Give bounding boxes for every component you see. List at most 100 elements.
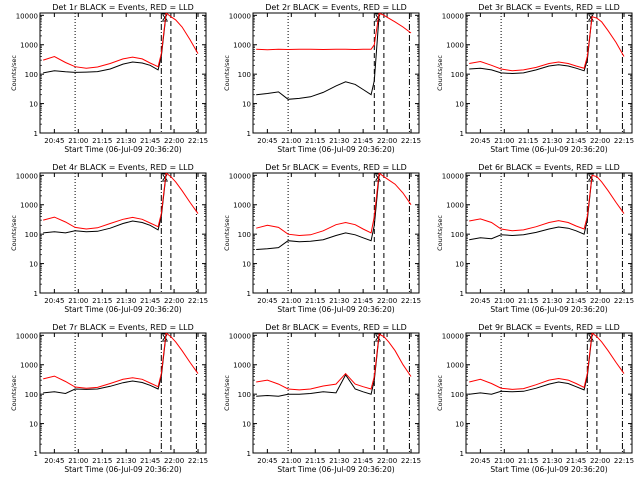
x-tick-label: 21:45 [566,297,586,305]
y-tick-label: 1 [34,130,38,138]
plot-frame [465,332,633,454]
x-tick-label: 21:45 [140,297,160,305]
y-tick-label: 100 [25,391,38,399]
y-tick-label: 100 [451,391,464,399]
plot-frame [465,172,633,294]
lld-series-line [43,173,199,230]
x-tick-label: 21:15 [305,137,325,145]
x-axis-label: Start Time (06-Jul-09 20:36:20) [490,305,607,314]
panel-title: Det 2r BLACK = Events, RED = LLD [265,3,407,12]
y-tick-label: 100 [238,391,251,399]
y-tick-label: 10 [242,101,251,109]
x-tick-label: 21:30 [329,457,349,465]
y-tick-label: 10 [29,101,38,109]
x-tick-label: 21:45 [140,137,160,145]
y-tick-label: 1000 [446,202,464,210]
y-tick-label: 10000 [16,332,38,340]
x-tick-label: 22:00 [164,457,184,465]
y-tick-label: 1000 [446,42,464,50]
y-tick-label: 100 [25,71,38,79]
y-axis-label: Counts/sec [10,55,18,91]
y-tick-label: 10 [242,421,251,429]
y-tick-label: 1 [460,450,464,458]
x-axis-label: Start Time (06-Jul-09 20:36:20) [490,465,607,474]
x-tick-label: 21:00 [281,457,301,465]
x-tick-label: 22:00 [377,297,397,305]
x-tick-label: 22:00 [377,457,397,465]
x-tick-label: 22:00 [164,137,184,145]
x-tick-label: 22:15 [614,297,634,305]
detector-panel: Det 3r BLACK = Events, RED = LLD 1 10 100 10… [436,3,634,154]
y-tick-label: 100 [451,71,464,79]
x-axis-label: Start Time (06-Jul-09 20:36:20) [277,145,394,154]
x-tick-label: 21:30 [542,457,562,465]
x-tick-label: 21:00 [494,297,514,305]
x-axis-label: Start Time (06-Jul-09 20:36:20) [64,465,181,474]
x-tick-label: 22:15 [614,137,634,145]
lld-series-line [469,174,625,232]
plot-frame [465,12,633,134]
x-tick-label: 20:45 [470,457,490,465]
lld-series-line [43,13,199,69]
y-tick-label: 10 [242,261,251,269]
events-series-line [256,15,380,100]
y-tick-label: 1000 [233,362,251,370]
y-tick-label: 1000 [233,202,251,210]
y-tick-label: 1 [34,450,38,458]
x-tick-label: 20:45 [257,297,277,305]
x-tick-label: 21:30 [116,457,136,465]
plot-frame [252,172,420,294]
x-tick-label: 22:15 [188,137,208,145]
y-tick-label: 10000 [16,12,38,20]
x-tick-label: 21:00 [68,297,88,305]
y-axis-label: Counts/sec [436,375,444,411]
x-tick-label: 20:45 [257,457,277,465]
x-tick-label: 22:00 [590,137,610,145]
panel-title: Det 1r BLACK = Events, RED = LLD [52,3,194,12]
y-tick-label: 100 [451,231,464,239]
events-series-line [256,175,380,250]
x-tick-label: 20:45 [44,457,64,465]
y-axis-label: Counts/sec [223,55,231,91]
panel-title: Det 9r BLACK = Events, RED = LLD [478,323,620,332]
x-axis-label: Start Time (06-Jul-09 20:36:20) [64,145,181,154]
x-axis-label: Start Time (06-Jul-09 20:36:20) [277,305,394,314]
x-tick-label: 21:00 [68,137,88,145]
y-tick-label: 10000 [229,12,251,20]
y-tick-label: 1000 [20,362,38,370]
events-series-line [43,334,167,395]
y-tick-label: 10000 [442,332,464,340]
x-tick-label: 21:30 [329,297,349,305]
events-series-line [469,15,593,75]
x-tick-label: 21:15 [518,297,538,305]
plot-frame [39,332,207,454]
events-series-line [256,335,380,397]
y-axis-label: Counts/sec [10,375,18,411]
x-tick-label: 22:00 [590,457,610,465]
x-tick-label: 21:00 [68,457,88,465]
y-tick-label: 1 [247,130,251,138]
detector-panel: Det 4r BLACK = Events, RED = LLD 1 10 100 10… [10,163,208,314]
y-axis-label: Counts/sec [223,375,231,411]
detector-panel: Det 8r BLACK = Events, RED = LLD 1 10 100 10… [223,323,421,474]
x-tick-label: 22:15 [188,457,208,465]
x-tick-label: 22:15 [401,457,421,465]
events-series-line [469,175,593,241]
y-axis-label: Counts/sec [10,215,18,251]
x-axis-label: Start Time (06-Jul-09 20:36:20) [490,145,607,154]
y-tick-label: 10 [455,421,464,429]
x-tick-label: 21:15 [92,297,112,305]
y-tick-label: 1 [34,290,38,298]
y-tick-label: 10 [29,261,38,269]
x-tick-label: 21:00 [281,137,301,145]
y-tick-label: 1 [247,290,251,298]
panel-title: Det 6r BLACK = Events, RED = LLD [478,163,620,172]
y-tick-label: 10000 [16,172,38,180]
x-tick-label: 22:00 [377,137,397,145]
x-tick-label: 21:45 [566,137,586,145]
x-tick-label: 20:45 [470,137,490,145]
x-tick-label: 21:45 [566,457,586,465]
x-tick-label: 21:30 [329,137,349,145]
lld-series-line [469,333,625,390]
events-series-line [43,174,167,234]
